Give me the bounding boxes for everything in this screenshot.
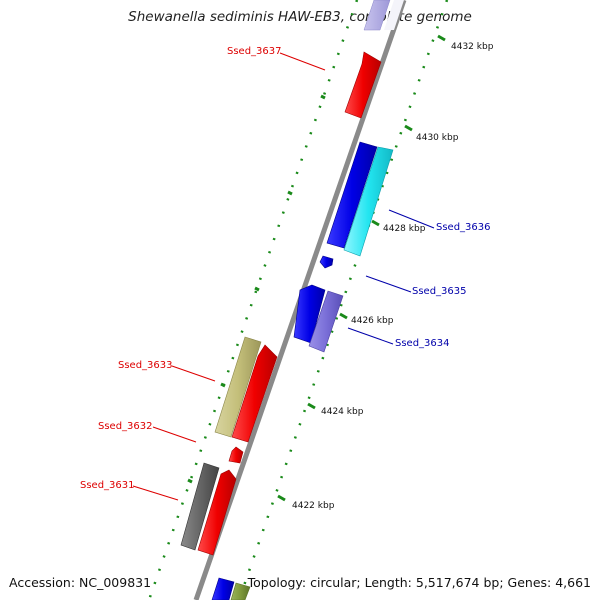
gene-block-gray[interactable]: [180, 462, 220, 551]
tick-label-4426: 4426 kbp: [351, 316, 394, 326]
gene-label-ssed-3635[interactable]: Ssed_3635: [412, 286, 467, 297]
gene-block-ssed-3637[interactable]: [344, 51, 382, 119]
gene-block-ssed-3632[interactable]: [228, 446, 244, 464]
gene-block-blue-large[interactable]: [326, 141, 378, 249]
scale-tick-labels: 4422 kbp 4424 kbp 4426 kbp 4428 kbp 4430…: [292, 42, 494, 511]
accession-label: Accession: NC_009831: [9, 575, 152, 590]
scale-tick-marks: [277, 34, 446, 502]
gene-label-ssed-3637[interactable]: Ssed_3637: [227, 46, 282, 57]
gene-block-ssed-3636[interactable]: [343, 146, 394, 257]
tick-label-4422: 4422 kbp: [292, 501, 335, 511]
gene-label-ssed-3631[interactable]: Ssed_3631: [80, 480, 135, 491]
gene-block-ssed-3633[interactable]: [231, 344, 278, 443]
tick-label-4424: 4424 kbp: [321, 407, 364, 417]
gene-block-top-white: [384, 0, 404, 30]
gene-block-blue-small[interactable]: [319, 255, 334, 269]
gene-label-ssed-3633[interactable]: Ssed_3633: [118, 360, 173, 371]
genome-summary-label: Topology: circular; Length: 5,517,674 bp…: [247, 575, 591, 590]
gene-block-bottom-green: [230, 582, 251, 600]
gene-label-ssed-3632[interactable]: Ssed_3632: [98, 421, 153, 432]
outer-guide-track-right: [237, 0, 449, 600]
label-leader-lines: [132, 52, 435, 501]
gene-block-ssed-3634[interactable]: [308, 290, 344, 353]
gene-block-ssed-3631[interactable]: [197, 469, 237, 556]
tick-label-4432: 4432 kbp: [451, 42, 494, 52]
gene-features: [180, 0, 404, 600]
gene-block-top-lavender: [363, 0, 391, 31]
tick-label-4430: 4430 kbp: [416, 133, 459, 143]
gene-labels: Ssed_3637 Ssed_3636 Ssed_3635 Ssed_3634 …: [80, 46, 491, 491]
tick-label-4428: 4428 kbp: [383, 224, 426, 234]
gene-block-olive[interactable]: [214, 336, 262, 438]
gene-block-ssed-3635[interactable]: [293, 284, 326, 344]
left-guide-ticks: [187, 94, 326, 484]
gene-label-ssed-3634[interactable]: Ssed_3634: [395, 338, 450, 349]
gene-block-bottom-blue: [211, 577, 235, 600]
gene-label-ssed-3636[interactable]: Ssed_3636: [436, 222, 491, 233]
